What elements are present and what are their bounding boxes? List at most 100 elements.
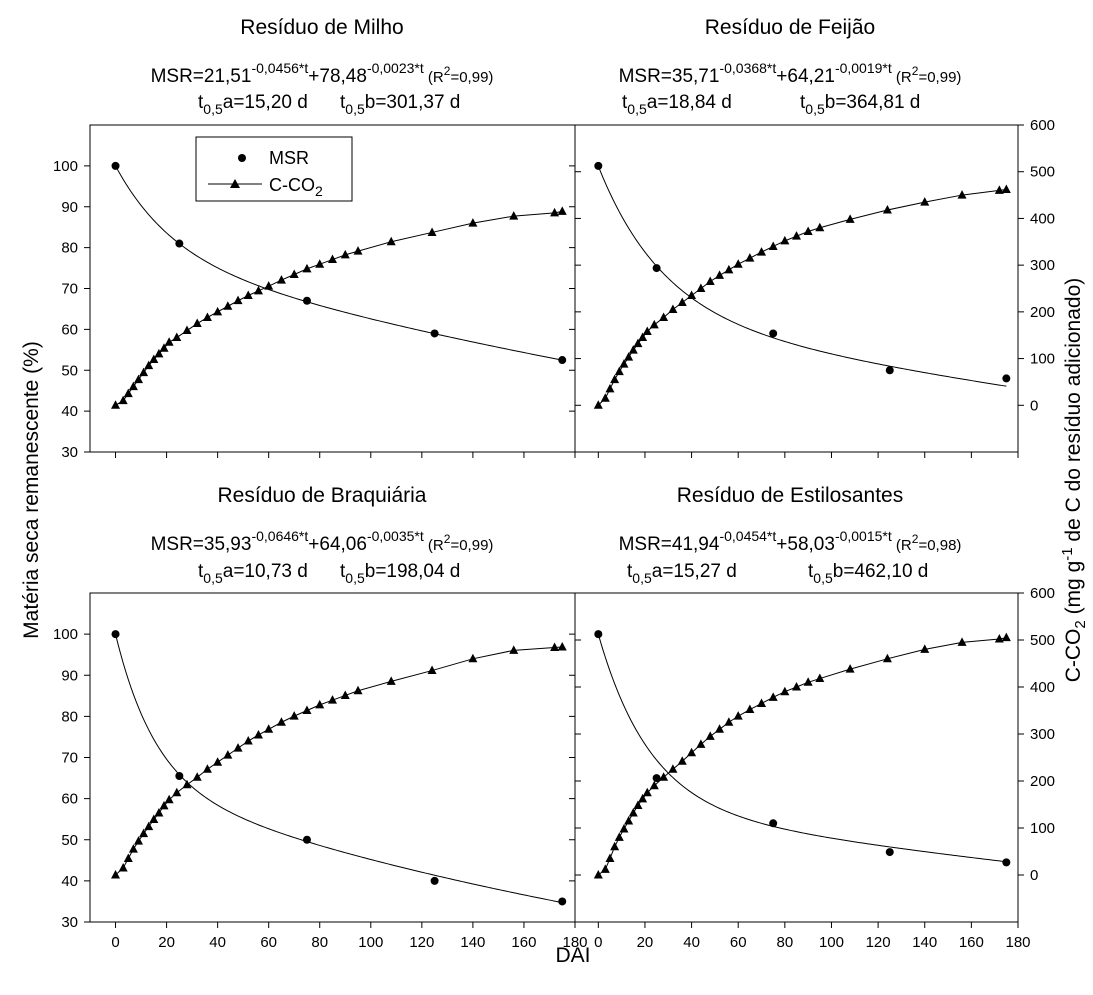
panel-3-frame — [89, 592, 576, 923]
panel-4-y-right-tick-label: 600 — [1030, 585, 1055, 602]
panel-2-cco2-point — [600, 393, 610, 402]
panel-1-y-left-tick-label: 90 — [61, 199, 78, 216]
panel-2-tb-sub: 0,5 — [805, 101, 825, 117]
panel-2-eq-r2-close: =0,99) — [918, 69, 961, 86]
panel-4-cco2-point — [994, 634, 1004, 643]
panel-3-cco2-point — [213, 757, 223, 766]
panel-3-cco2-point — [172, 787, 182, 797]
panel-3-y-left-tick-label: 70 — [61, 750, 78, 767]
panel-2-y-right-tick-label: 400 — [1030, 210, 1055, 227]
legend-msr-marker — [238, 154, 246, 162]
panel-3-cco2-point — [386, 676, 396, 685]
panel-2-cco2-point — [677, 297, 687, 307]
x-axis-label: DAI — [555, 944, 590, 967]
panel-1-ta-val: a=15,20 d — [223, 92, 308, 113]
panel-3-tb-val: b=198,04 d — [365, 561, 461, 582]
panel-1-y-left-tick-label: 100 — [53, 158, 78, 175]
panel-3-half-life-a: t0,5a=10,73 d — [198, 561, 308, 586]
panel-4-cco2-point — [619, 823, 629, 833]
panel-1-msr-point — [175, 239, 184, 248]
panel-2-cco2-point — [815, 222, 825, 232]
panel-2-cco2-point — [649, 319, 659, 329]
panel-3-y-left-tick-label: 90 — [61, 667, 78, 684]
panel-3-y-left-tick-label: 80 — [61, 708, 78, 725]
panel-3-x-tick-label: 160 — [511, 934, 536, 951]
panel-3-y-left-tick-label: 30 — [61, 914, 78, 931]
panel-4-msr-point — [769, 819, 778, 828]
panel-4-cco2-point — [815, 673, 825, 683]
panel-4-y-right-tick-label: 100 — [1030, 820, 1055, 837]
panel-4-cco2-point — [803, 677, 813, 686]
panel-3-eq-mid: +64,06 — [308, 534, 367, 555]
panel-4-y-right-tick-label: 400 — [1030, 679, 1055, 696]
panel-1-cco2-point — [302, 263, 312, 273]
panel-3-cco2-point — [550, 642, 560, 652]
panel-2-cco2-point — [605, 383, 615, 393]
panel-1-eq-exp1: -0,0456*t — [251, 60, 308, 76]
panel-1-cco2-point — [154, 348, 164, 358]
panel-4-cco2-point — [593, 870, 603, 879]
legend-cco2-text: C-CO — [269, 175, 315, 195]
legend-cco2-sub: 2 — [315, 183, 323, 199]
legend-box — [195, 136, 353, 202]
panel-3-cco2-point — [427, 665, 437, 675]
panel-4-x-tick-label: 80 — [776, 934, 793, 951]
panel-3-cco2-point — [289, 711, 299, 720]
panel-3-cco2-point — [123, 853, 133, 863]
panel-2-ta-sub: 0,5 — [627, 101, 647, 117]
panel-1-y-left-tick-label: 50 — [61, 362, 78, 379]
panel-1-equation: MSR=21,51-0,0456*t+78,48-0,0023*t (R2=0,… — [151, 60, 494, 87]
panel-3-x-tick-label: 80 — [311, 934, 328, 951]
panel-3-plot: 0 20 40 60 80 100 120 140 160 180 30 40 50 60 70 80 90 10… — [53, 592, 588, 951]
panel-3-msr-point — [302, 835, 311, 844]
panel-1-cco2-point — [233, 295, 243, 305]
panel-4-x-tick-label: 120 — [866, 934, 891, 951]
panel-2-equation: MSR=35,71-0,0368*t+64,21-0,0019*t (R2=0,… — [619, 60, 962, 87]
panel-3-msr-point — [175, 772, 184, 781]
panel-2-cco2-point — [696, 283, 706, 292]
panel-1-cco2-point — [192, 318, 202, 328]
panel-3-x-tick-label: 0 — [111, 934, 119, 951]
panel-4-msr-point — [594, 630, 603, 639]
panel-4-cco2-point — [724, 717, 734, 726]
panel-3-cco2-point — [340, 690, 350, 699]
panel-2-cco2-point — [745, 253, 755, 262]
panel-4-x-tick-label: 140 — [912, 934, 937, 951]
panel-4-half-life-a: t0,5a=15,27 d — [627, 561, 737, 586]
panel-4-cco2-point — [705, 731, 715, 740]
panel-4-tb-sub: 0,5 — [813, 570, 833, 586]
panel-3-x-tick-label: 40 — [209, 934, 226, 951]
panel-1-cco2-point — [264, 281, 274, 290]
panel-4-cco2-point — [768, 692, 778, 701]
panel-4-y-right-tick-label: 200 — [1030, 773, 1055, 790]
panel-2-cco2-point — [628, 345, 638, 354]
panel-3-cco2-point — [144, 821, 154, 831]
panel-4-frame — [574, 592, 1019, 923]
panel-2-ta-t: t — [622, 92, 628, 113]
panel-4-half-life-b: t0,5b=462,10 d — [808, 561, 928, 586]
panel-4-eq-r2-close: =0,98) — [918, 537, 961, 554]
panel-2-cco2-point — [920, 197, 930, 206]
panel-3-ta-t: t — [198, 561, 204, 582]
panel-2-cco2-point — [780, 235, 790, 245]
panel-2-msr-point — [885, 366, 894, 375]
panel-2-cco2-point — [994, 185, 1004, 194]
panel-1-eq-mid: +78,48 — [308, 66, 367, 87]
panel-1-eq-r2-exp: 2 — [444, 64, 451, 78]
panel-3-ta-sub: 0,5 — [203, 570, 223, 586]
panel-3-eq-r2-close: =0,99) — [450, 537, 493, 554]
y-right-part-e: de C do resíduo adicionado) — [1062, 278, 1085, 548]
panel-1-ta-t: t — [198, 92, 204, 113]
panel-4-eq-exp2: -0,0015*t — [835, 528, 892, 544]
panel-4-x-tick-label: 60 — [730, 934, 747, 951]
panel-3-cco2-point — [223, 750, 233, 759]
panel-1-cco2-point — [276, 275, 286, 284]
panel-1-y-left-tick-label: 80 — [61, 240, 78, 257]
panel-1-ta-sub: 0,5 — [203, 101, 223, 117]
panel-1-cco2-point — [509, 211, 519, 220]
panel-2-title: Resíduo de Feijão — [705, 16, 875, 39]
panel-4-y-right-tick-label: 0 — [1030, 867, 1038, 884]
panel-3-x-tick-label: 180 — [562, 934, 587, 951]
panel-1-cco2-point — [328, 254, 337, 264]
